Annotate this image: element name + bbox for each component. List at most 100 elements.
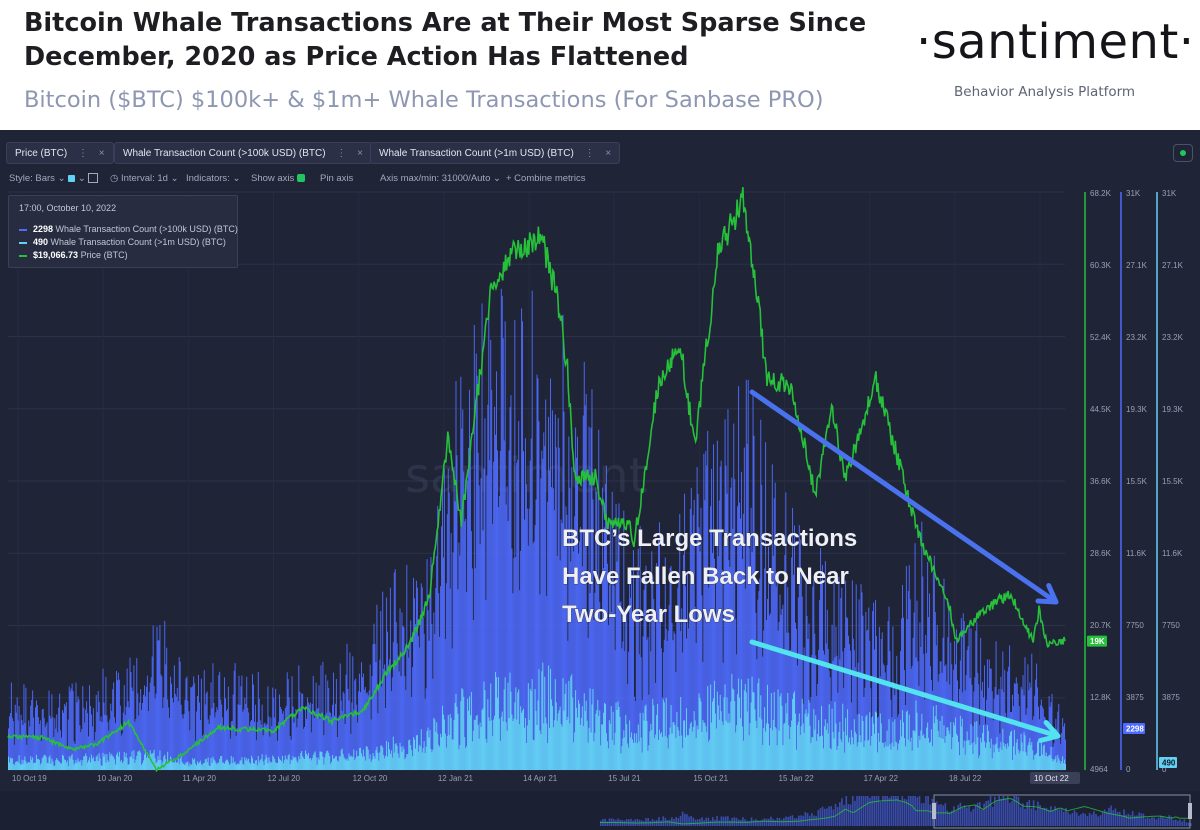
- bar-whale-1m: [670, 705, 672, 770]
- chip-whale-1m[interactable]: Whale Transaction Count (>1m USD) (BTC) …: [370, 142, 621, 164]
- axis-max-min[interactable]: Axis max/min: 31000/Auto ⌄: [380, 173, 501, 184]
- show-axis-toggle[interactable]: Show axis: [251, 173, 305, 184]
- more-icon[interactable]: ⋮: [336, 148, 347, 159]
- bar-whale-100k: [625, 618, 627, 770]
- bar-whale-1m: [277, 762, 279, 770]
- bar-whale-1m: [492, 735, 494, 770]
- bar-whale-1m: [766, 723, 768, 770]
- bar-whale-100k: [78, 699, 80, 770]
- bar-whale-1m: [928, 737, 930, 770]
- bar-whale-1m: [701, 732, 703, 770]
- navigator-bar: [1121, 815, 1123, 826]
- close-icon[interactable]: ×: [357, 148, 363, 159]
- bar-whale-1m: [339, 756, 341, 770]
- bar-whale-100k: [200, 678, 202, 770]
- bar-whale-100k: [157, 640, 159, 770]
- bar-whale-1m: [839, 721, 841, 770]
- toggle-icon[interactable]: [1173, 144, 1193, 162]
- bar-whale-100k: [41, 709, 43, 770]
- navigator-bar: [720, 816, 723, 826]
- indicators-select[interactable]: Indicators: ⌄: [186, 173, 241, 184]
- pin-axis-toggle[interactable]: Pin axis: [320, 173, 354, 184]
- interval-select[interactable]: ◷ Interval: 1d ⌄: [110, 173, 179, 184]
- color-swatch-icon: [68, 174, 76, 182]
- bar-whale-1m: [357, 756, 359, 770]
- bar-whale-1m: [495, 672, 497, 770]
- bar-whale-100k: [654, 614, 656, 770]
- bar-whale-100k: [312, 675, 314, 770]
- bar-whale-1m: [262, 761, 264, 770]
- bar-whale-1m: [424, 753, 426, 770]
- price-axis-tick: 44.5K: [1090, 405, 1112, 414]
- bar-whale-1m: [493, 719, 495, 770]
- bar-whale-1m: [804, 713, 806, 770]
- bar-whale-1m: [471, 741, 473, 770]
- bar-whale-1m: [258, 762, 260, 770]
- bar-whale-100k: [451, 648, 453, 770]
- bar-whale-1m: [658, 729, 660, 770]
- navigator-bar: [1097, 816, 1100, 826]
- bar-whale-1m: [985, 742, 987, 770]
- bar-whale-1m: [630, 737, 632, 770]
- bar-whale-1m: [878, 741, 880, 770]
- bar-whale-100k: [324, 715, 326, 770]
- bar-whale-1m: [429, 730, 431, 770]
- bar-whale-1m: [823, 726, 825, 770]
- bar-whale-1m: [884, 742, 886, 770]
- bar-whale-1m: [390, 750, 392, 770]
- bar-whale-1m: [967, 740, 969, 770]
- bar-whale-100k: [639, 526, 641, 770]
- close-icon[interactable]: ×: [98, 148, 105, 159]
- bar-whale-100k: [480, 478, 482, 770]
- navigator-bar: [905, 799, 908, 826]
- bar-whale-1m: [963, 740, 965, 770]
- bar-whale-1m: [691, 731, 693, 770]
- bar-whale-1m: [355, 757, 357, 770]
- bar-whale-100k: [788, 632, 790, 770]
- bar-whale-100k: [594, 592, 596, 770]
- bar-whale-100k: [1047, 724, 1049, 770]
- more-icon[interactable]: ⋮: [78, 148, 89, 159]
- bar-whale-1m: [97, 761, 99, 770]
- bar-whale-100k: [989, 668, 991, 770]
- bar-whale-1m: [719, 694, 721, 770]
- bar-whale-1m: [736, 725, 738, 770]
- bar-whale-100k: [890, 699, 892, 770]
- bar-whale-100k: [514, 320, 516, 770]
- navigator-bar: [1090, 814, 1093, 826]
- bar-whale-1m: [521, 712, 523, 770]
- bar-whale-100k: [845, 580, 847, 770]
- x-axis-tick: 15 Jan 22: [779, 774, 815, 783]
- navigator-bar: [869, 798, 871, 826]
- bar-whale-1m: [456, 706, 458, 770]
- bar-whale-100k: [596, 491, 598, 770]
- bar-whale-100k: [699, 551, 701, 770]
- chip-price[interactable]: Price (BTC) ⋮ ×: [6, 142, 114, 164]
- combine-metrics-button[interactable]: + Combine metrics: [506, 173, 586, 184]
- more-icon[interactable]: ⋮: [584, 148, 595, 159]
- bar-whale-1m: [566, 720, 568, 770]
- chip-whale-100k[interactable]: Whale Transaction Count (>100k USD) (BTC…: [114, 142, 372, 164]
- bar-whale-1m: [59, 761, 61, 770]
- bar-whale-100k: [559, 560, 561, 770]
- bar-whale-1m: [749, 723, 751, 770]
- bar-whale-100k: [206, 691, 208, 770]
- style-select[interactable]: Style: Bars ⌄ ⌄: [9, 173, 99, 184]
- x-axis-tick: 14 Apr 21: [523, 774, 558, 783]
- bar-whale-100k: [470, 530, 472, 770]
- bar-whale-100k: [284, 708, 286, 770]
- bar-whale-100k: [733, 423, 735, 770]
- bar-whale-100k: [173, 665, 175, 770]
- bar-whale-100k: [570, 561, 572, 770]
- bar-whale-1m: [686, 735, 688, 770]
- bar-whale-1m: [705, 726, 707, 770]
- bar-whale-1m: [956, 733, 958, 770]
- close-icon[interactable]: ×: [605, 148, 612, 159]
- bar-whale-100k: [39, 720, 41, 770]
- bar-whale-1m: [693, 711, 695, 770]
- bar-whale-1m: [159, 750, 161, 770]
- bar-whale-100k: [323, 735, 325, 770]
- bar-whale-1m: [765, 731, 767, 770]
- bar-whale-1m: [659, 733, 661, 770]
- bar-whale-1m: [491, 720, 493, 770]
